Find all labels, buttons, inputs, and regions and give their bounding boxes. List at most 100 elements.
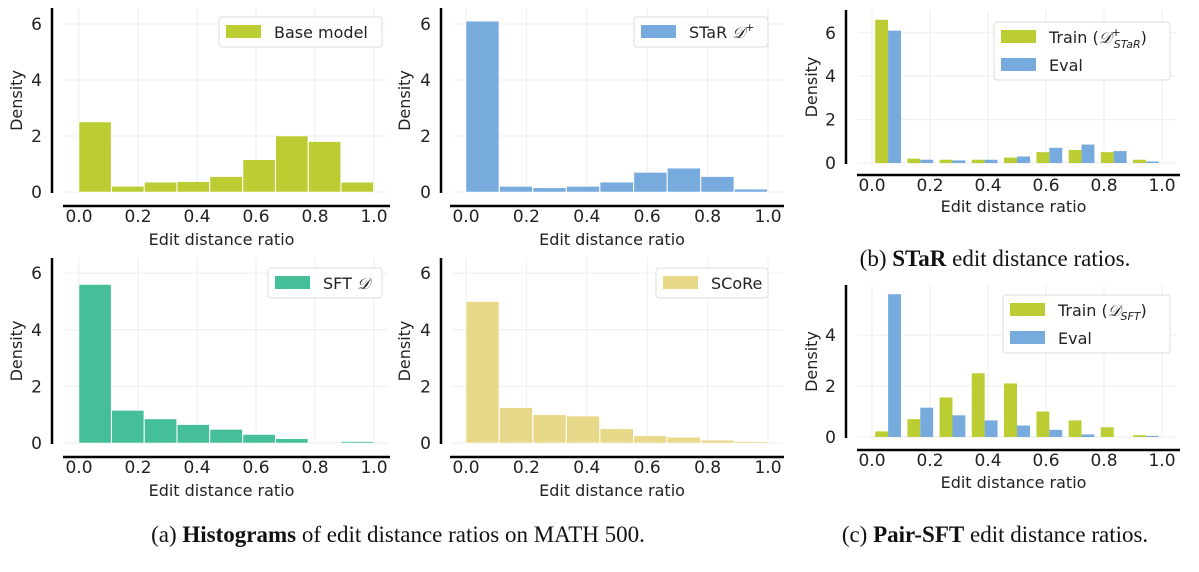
caption-c-bold: Pair-SFT [873, 522, 965, 547]
bar-density [308, 141, 341, 193]
x-tick-label: 0.6 [1032, 176, 1059, 196]
y-axis-label: Density [395, 321, 414, 382]
bar-density [700, 176, 735, 193]
legend-box [993, 21, 1171, 81]
legend-box [655, 267, 769, 299]
legend-label: STaR 𝒟+ [689, 21, 754, 42]
caption-b-rest: edit distance ratios. [946, 246, 1131, 271]
legend-swatch [1010, 331, 1045, 344]
bar-density [78, 121, 112, 193]
y-axis-label: Density [802, 331, 821, 392]
y-tick-label: 0 [420, 183, 431, 203]
x-tick-label: 0.0 [858, 176, 885, 196]
y-tick-label: 6 [825, 24, 836, 44]
x-tick-label: 1.0 [360, 458, 387, 478]
x-tick-label: 0.2 [124, 458, 151, 478]
bar-density [465, 301, 500, 444]
bar-train [1068, 149, 1082, 163]
bar-eval [920, 159, 934, 163]
x-tick-label: 0.4 [183, 207, 210, 227]
y-tick-label: 6 [31, 15, 42, 35]
bar-density [341, 181, 374, 193]
bar-density [111, 410, 145, 444]
legend-label: Eval [1058, 329, 1092, 348]
y-tick-label: 6 [31, 264, 42, 284]
x-tick-label: 0.0 [452, 207, 479, 227]
bar-density [78, 284, 112, 444]
x-tick-label: 0.8 [301, 458, 328, 478]
bar-eval [984, 420, 998, 437]
y-tick-label: 4 [825, 67, 836, 87]
legend: Train (𝒟SFT) Eval [1002, 294, 1171, 354]
bar-density [176, 181, 210, 193]
legend-label: Train (𝒟SFT) [1057, 301, 1147, 323]
x-tick-label: 0.4 [573, 207, 600, 227]
x-axis-label: Edit distance ratio [149, 481, 295, 500]
bar-density [734, 188, 768, 193]
bar-density [532, 187, 567, 193]
x-tick-label: 0.4 [974, 451, 1001, 471]
x-tick-label: 0.6 [242, 207, 269, 227]
caption-c-prefix: (c) [841, 522, 874, 547]
bar-train [1133, 435, 1146, 437]
panel-c: 0.0 0.2 0.4 0.6 0.8 1.0 0 2 4 Edit distance ratio… [802, 285, 1180, 492]
x-tick-label: 0.2 [124, 207, 151, 227]
panel-a2: 0.0 0.2 0.4 0.6 0.8 1.0 0 2 4 6 Edit distance rati… [395, 8, 784, 249]
legend-swatch [641, 25, 676, 38]
bar-density [532, 414, 567, 444]
legend-swatch [663, 276, 698, 289]
bar-density [111, 186, 145, 193]
bar-density [599, 428, 634, 444]
bar-density [209, 176, 243, 193]
legend-box [633, 16, 769, 48]
bar-density [144, 181, 177, 193]
y-tick-label: 6 [420, 264, 431, 284]
bar-train [907, 158, 921, 163]
y-axis-label: Density [7, 70, 26, 131]
y-tick-label: 2 [825, 377, 836, 397]
bar-density [209, 429, 243, 444]
bar-train [939, 159, 953, 163]
bar-density [242, 434, 276, 444]
y-tick-label: 0 [825, 154, 836, 174]
bar-density [566, 415, 600, 444]
bar-density [242, 159, 276, 193]
y-tick-label: 0 [825, 428, 836, 448]
x-tick-label: 0.6 [634, 458, 661, 478]
legend-swatch [1010, 303, 1045, 316]
panel-a3: 0.0 0.2 0.4 0.6 0.8 1.0 0 2 4 6 Edit distance rati… [7, 258, 390, 500]
y-tick-label: 2 [31, 127, 42, 147]
bar-density [499, 407, 533, 444]
caption-c-rest: edit distance ratios. [964, 522, 1149, 547]
bar-eval [1017, 156, 1030, 163]
caption-a: (a) Histograms of edit distance ratios o… [151, 522, 645, 548]
y-tick-label: 4 [825, 326, 836, 346]
bar-train [1068, 420, 1082, 437]
legend: SCoRe [655, 267, 769, 299]
bar-eval [1081, 144, 1095, 163]
panel-a4: 0.0 0.2 0.4 0.6 0.8 1.0 0 2 4 6 Edit distance rati… [395, 258, 784, 500]
x-tick-label: 0.0 [452, 458, 479, 478]
y-tick-label: 2 [420, 377, 431, 397]
y-tick-label: 0 [31, 183, 42, 203]
x-tick-label: 0.8 [1090, 451, 1117, 471]
x-tick-label: 0.2 [916, 451, 943, 471]
x-axis-label: Edit distance ratio [539, 230, 685, 249]
bar-train [875, 19, 889, 164]
bar-density [275, 438, 309, 444]
y-axis-label: Density [802, 57, 821, 118]
x-tick-label: 0.8 [301, 207, 328, 227]
bar-eval [920, 407, 934, 437]
y-axis-label: Density [7, 321, 26, 382]
x-tick-label: 0.4 [573, 458, 600, 478]
bar-train [1100, 427, 1114, 437]
x-tick-label: 0.0 [65, 458, 92, 478]
bar-train [1133, 159, 1146, 163]
panel-a1: 0.0 0.2 0.4 0.6 0.8 1.0 0 2 4 6 Edit distance rati… [7, 8, 390, 249]
legend-label: Eval [1049, 56, 1083, 75]
bar-density [633, 172, 668, 193]
bar-density [275, 135, 309, 193]
y-tick-label: 0 [31, 434, 42, 454]
legend-label: Base model [274, 23, 368, 42]
